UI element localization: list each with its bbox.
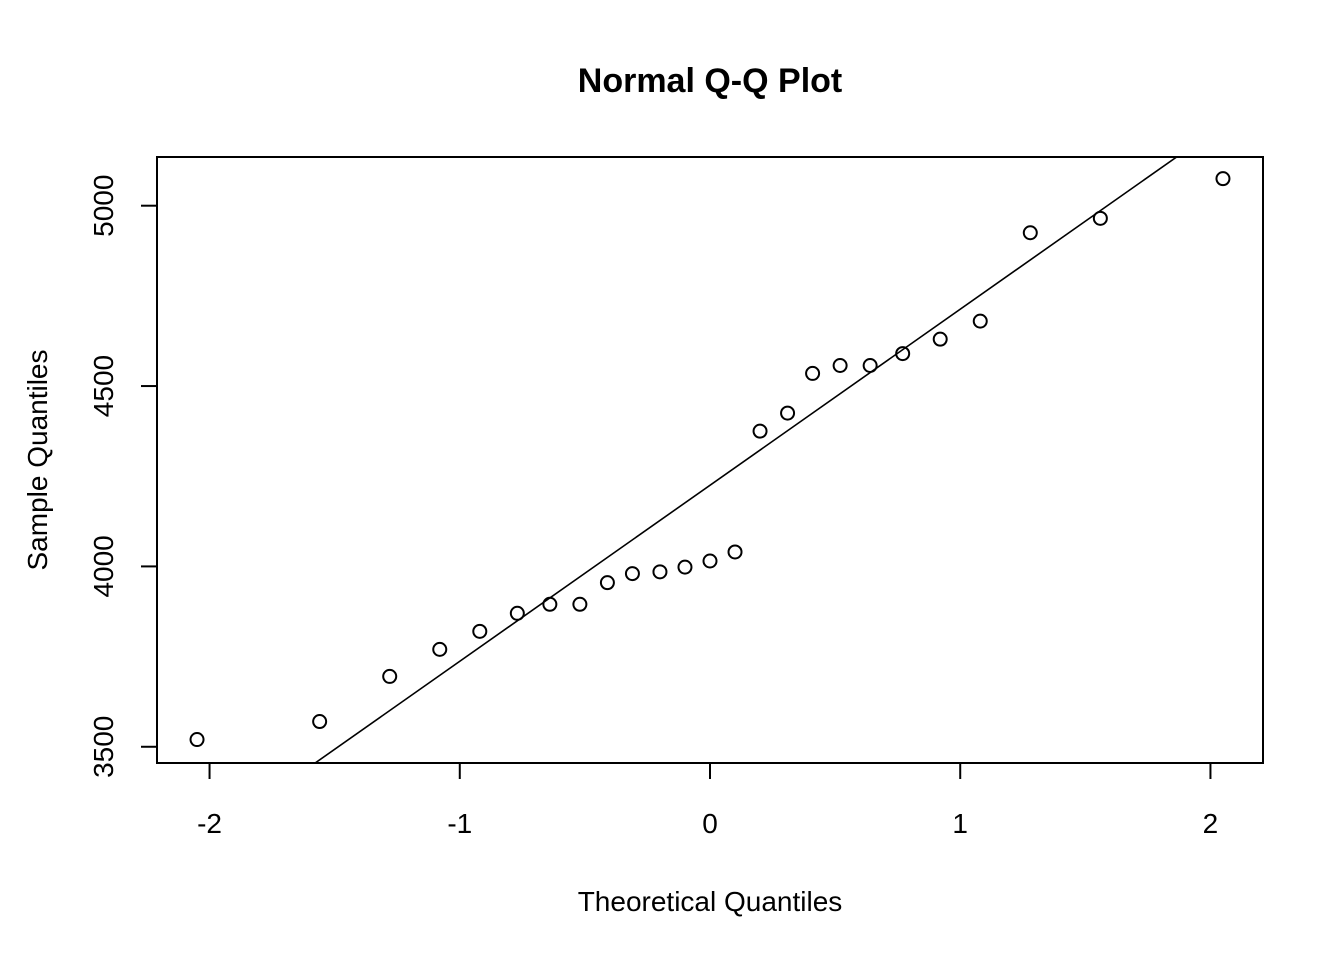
data-point <box>727 544 743 560</box>
data-point <box>599 575 615 591</box>
x-tick-label: 0 <box>702 808 718 839</box>
data-point <box>472 623 488 639</box>
x-tick-label: -2 <box>197 808 222 839</box>
data-point <box>1022 225 1038 241</box>
data-point <box>932 331 948 347</box>
data-point <box>189 732 205 748</box>
x-tick-label: 2 <box>1203 808 1219 839</box>
data-point <box>1092 210 1108 226</box>
data-point <box>702 553 718 569</box>
data-point <box>832 357 848 373</box>
data-point <box>780 405 796 421</box>
data-point <box>895 346 911 362</box>
data-point <box>1215 171 1231 187</box>
chart-title: Normal Q-Q Plot <box>578 62 842 100</box>
y-tick-label: 3500 <box>88 716 119 778</box>
plot-frame <box>156 156 1264 764</box>
data-point <box>572 596 588 612</box>
data-point <box>382 668 398 684</box>
y-axis: 3500 4000 4500 5000 <box>88 175 157 778</box>
x-axis-label: Theoretical Quantiles <box>578 886 843 917</box>
data-point <box>677 559 693 575</box>
data-point <box>624 566 640 582</box>
y-axis-label: Sample Quantiles <box>22 349 53 570</box>
y-tick-label: 4500 <box>88 355 119 417</box>
data-point <box>542 596 558 612</box>
data-point <box>972 313 988 329</box>
data-point <box>652 564 668 580</box>
x-axis: -2 -1 0 1 2 <box>197 763 1218 839</box>
data-point <box>312 714 328 730</box>
x-tick-label: 1 <box>952 808 968 839</box>
data-point <box>432 641 448 657</box>
y-tick-label: 5000 <box>88 175 119 237</box>
data-point <box>509 605 525 621</box>
data-point <box>862 357 878 373</box>
x-tick-label: -1 <box>447 808 472 839</box>
y-tick-label: 4000 <box>88 535 119 597</box>
data-point <box>805 365 821 381</box>
data-point <box>752 423 768 439</box>
data-points <box>189 171 1231 748</box>
